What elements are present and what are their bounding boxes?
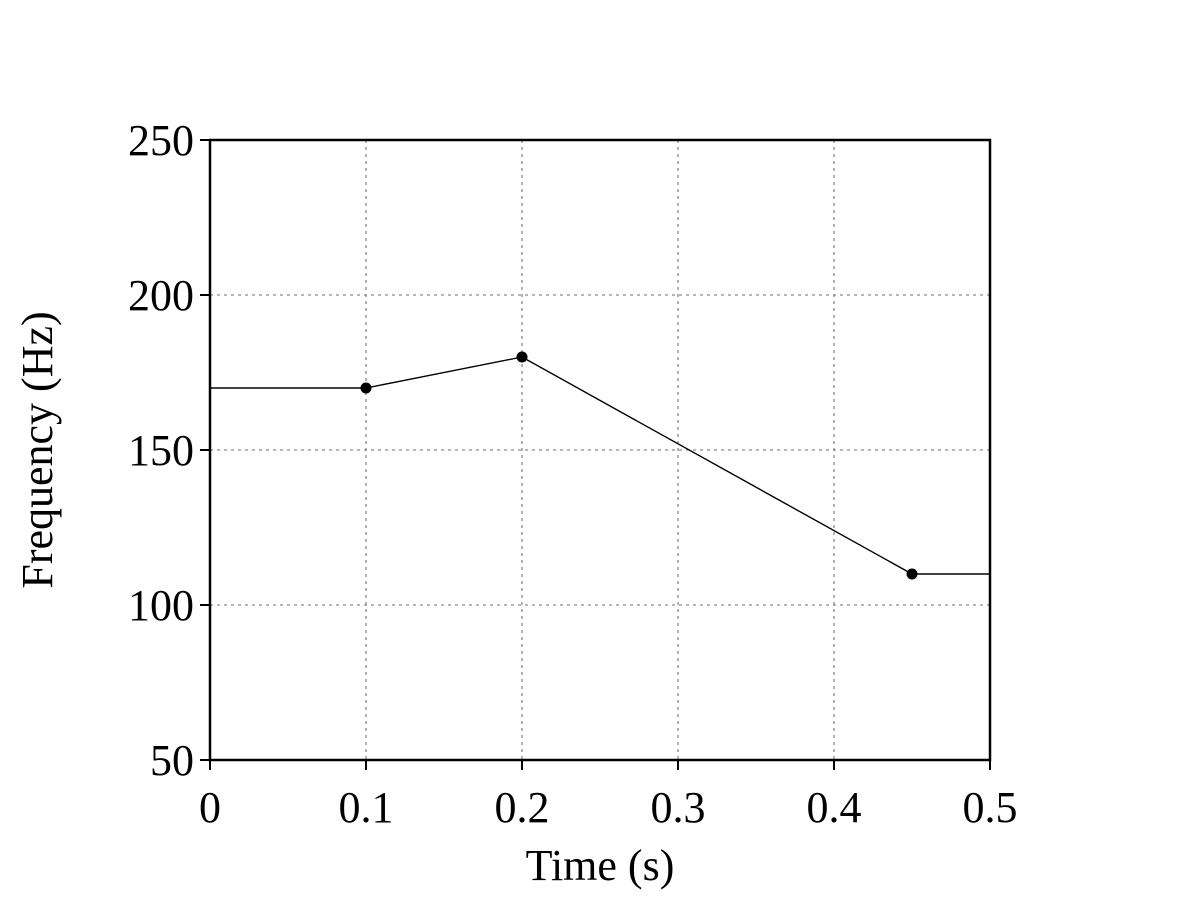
data-point [906,568,918,580]
y-tick-label: 100 [128,581,194,630]
series-line [210,356,990,575]
y-axis-label: Frequency (Hz) [13,311,62,588]
x-tick-label: 0.4 [807,783,862,832]
x-tick-label: 0.3 [651,783,706,832]
y-tick-label: 200 [128,271,194,320]
data-point [360,382,372,394]
x-tick-label: 0.5 [963,783,1018,832]
grid-layer [210,140,990,760]
plot-area-frame [208,138,992,762]
ticks-layer: 0 0.1 0.2 0.3 0.4 0.5 50 100 150 200 250 [128,116,1018,832]
data-point [516,351,528,363]
x-tick-label: 0.1 [339,783,394,832]
y-tick-label: 250 [128,116,194,165]
series-layer [210,351,990,580]
y-tick-label: 50 [150,736,194,785]
y-tick-label: 150 [128,426,194,475]
x-tick-label: 0.2 [495,783,550,832]
x-tick-label: 0 [199,783,221,832]
x-axis-label: Time (s) [526,841,675,890]
